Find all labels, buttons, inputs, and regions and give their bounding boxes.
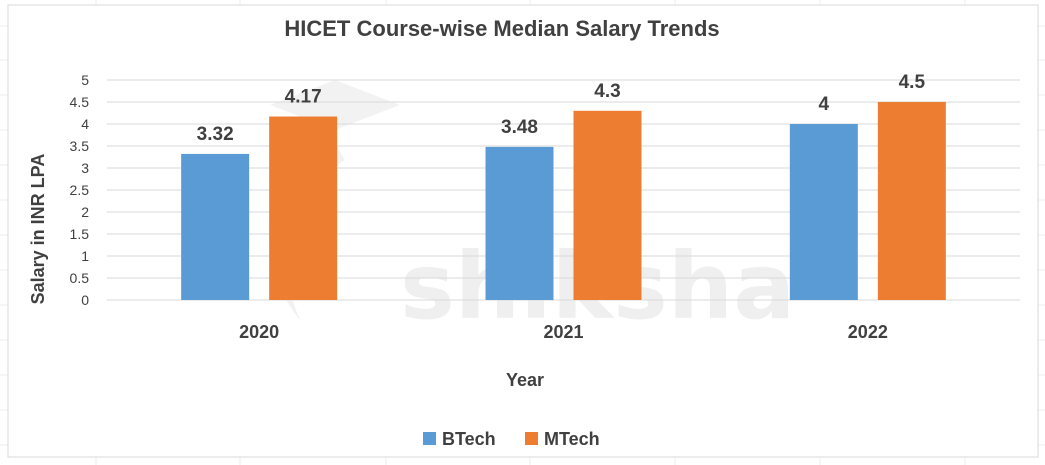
chart-title: HICET Course-wise Median Salary Trends (284, 16, 719, 41)
x-tick-label: 2022 (848, 322, 888, 342)
bars (181, 102, 946, 301)
bar-mtech-2022 (877, 102, 946, 300)
legend-label-btech: BTech (442, 429, 496, 449)
y-tick-label: 4 (81, 116, 89, 132)
data-label-btech-2022: 4 (819, 94, 830, 115)
bar-btech-2022 (789, 124, 858, 300)
data-labels: 3.32 4.17 3.48 4.3 4 4.5 (197, 72, 926, 145)
bar-btech-2020 (181, 153, 250, 300)
y-tick-label: 2.5 (70, 182, 90, 198)
data-label-btech-2020: 3.32 (197, 124, 234, 145)
gridlines (107, 79, 1020, 301)
y-tick-label: 0 (81, 292, 89, 308)
data-label-mtech-2020: 4.17 (285, 87, 322, 108)
legend: BTech MTech (423, 429, 600, 449)
y-tick-label: 2 (81, 204, 89, 220)
y-tick-label: 1 (81, 248, 89, 264)
y-axis-ticks: 0 0.5 1 1.5 2 2.5 3 3.5 4 4.5 5 (70, 72, 90, 308)
y-tick-label: 3.5 (70, 138, 90, 154)
data-label-mtech-2021: 4.3 (594, 81, 620, 102)
data-label-btech-2021: 3.48 (501, 117, 538, 138)
x-axis-title: Year (506, 370, 544, 390)
bar-mtech-2020 (269, 116, 338, 301)
y-tick-label: 1.5 (70, 226, 90, 242)
bar-mtech-2021 (573, 110, 642, 300)
y-tick-label: 3 (81, 160, 89, 176)
legend-swatch-btech (423, 432, 436, 445)
y-tick-label: 0.5 (70, 270, 90, 286)
legend-swatch-mtech (525, 432, 538, 445)
x-tick-label: 2020 (239, 322, 279, 342)
bar-btech-2021 (485, 146, 554, 300)
y-tick-label: 4.5 (70, 94, 90, 110)
y-tick-label: 5 (81, 72, 89, 88)
x-tick-label: 2021 (543, 322, 583, 342)
data-label-mtech-2022: 4.5 (899, 72, 926, 93)
legend-label-mtech: MTech (544, 429, 600, 449)
x-axis-ticks: 2020 2021 2022 (239, 322, 888, 342)
y-axis-title: Salary in INR LPA (28, 154, 48, 305)
